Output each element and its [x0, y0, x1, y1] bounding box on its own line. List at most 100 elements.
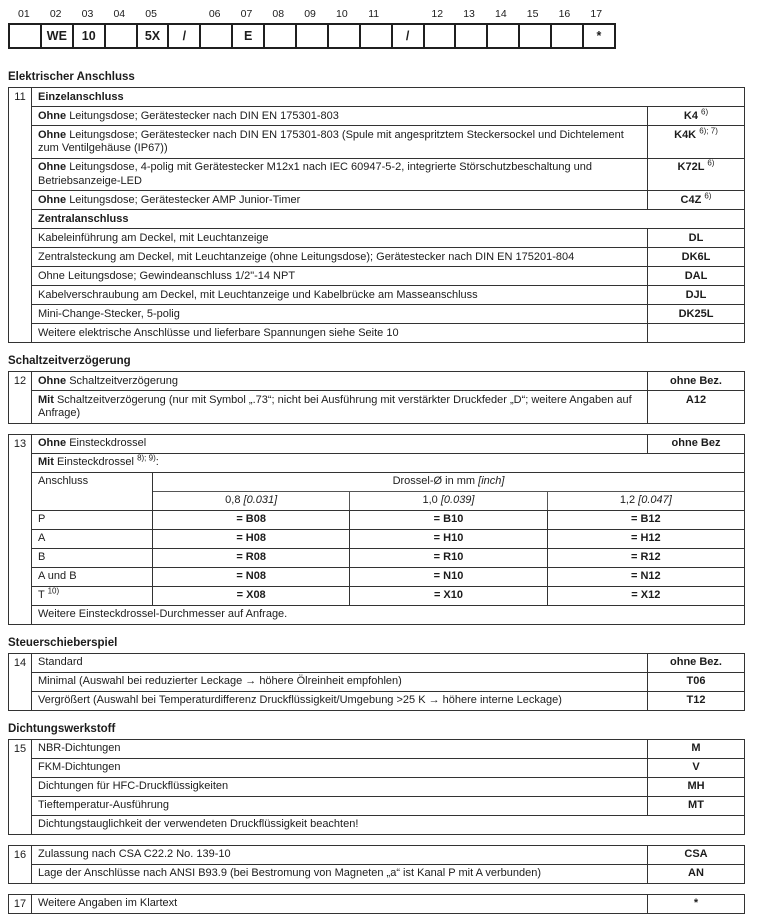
section: Steuerschieberspiel 14 Standard ohne Bez. Mi… — [8, 637, 745, 711]
group-subheader: Einzelanschluss — [32, 88, 744, 106]
grid-code-cell: / — [167, 25, 199, 47]
description-text: Einsteckdrossel — [69, 437, 147, 449]
description-text: Leitungsdose; Gerätestecker AMP Junior-T… — [69, 193, 301, 206]
description-prefix: Ohne — [38, 161, 67, 173]
description-text: Standard — [38, 656, 83, 668]
code-cell — [647, 324, 744, 342]
diameter-inch: [0.047] — [638, 494, 672, 506]
section: Elektrischer Anschluss 11 Einzelanschluss O… — [8, 71, 745, 343]
code-value: ohne Bez. — [670, 656, 722, 668]
code-value: DK6L — [681, 250, 711, 263]
grid-position-label: 04 — [113, 8, 126, 20]
table-row: Ohne Leitungsdose; Gewindeanschluss 1/2"… — [32, 266, 744, 285]
grid-position-label: 10 — [336, 8, 348, 20]
section-heading: Schaltzeitverzögerung — [8, 355, 131, 367]
grid-position-label: 14 — [495, 8, 507, 20]
grid-code-cell — [550, 25, 582, 47]
code-footnote-reference: 6) — [704, 190, 712, 200]
grid-code-cell — [518, 25, 550, 47]
port-name: A und B — [38, 570, 77, 582]
code-cell: CSA — [647, 845, 744, 864]
grid-position-label: 06 — [208, 8, 221, 20]
table-rows: Einzelanschluss Ohne Leitungsdose; Geräte… — [32, 88, 744, 342]
option-description: Ohne Einsteckdrossel — [32, 435, 647, 453]
code-cell: K4K 6); 7) — [647, 126, 744, 158]
grid-position-label: 03 — [81, 8, 94, 20]
description-text: Schaltzeitverzögerung (nur mit Symbol „.… — [38, 393, 632, 420]
diameter-mm: 0,8 — [225, 494, 241, 506]
option-description: Ohne Leitungsdose; Gerätestecker nach DI… — [32, 126, 647, 158]
description-tail: : — [155, 456, 159, 468]
description-text: Einzelanschluss — [38, 90, 124, 103]
table-row: Ohne Einsteckdrossel ohne Bez — [32, 434, 744, 453]
section-heading: Dichtungswerkstoff — [8, 722, 116, 735]
row-number: 11 — [9, 88, 32, 342]
diameter-inch: [0.039] — [440, 494, 475, 506]
code-value: DJL — [685, 288, 707, 301]
grid-position-label — [390, 8, 422, 23]
drossel-port-label: A — [32, 530, 152, 548]
description-text: Zentralsteckung am Deckel, mit Leuchtanz… — [38, 250, 575, 263]
code-value: K4 — [683, 109, 698, 122]
option-description: Minimal (Auswahl bei reduzierter Leckage… — [32, 673, 647, 691]
grid-position-label: 11 — [368, 8, 380, 20]
drossel-table: Anschluss Drossel-Ø in mm [inch] 0,8 [0.03… — [32, 471, 744, 605]
grid-position-label: 09 — [304, 8, 316, 20]
code-cell: DK6L — [647, 248, 744, 266]
port-name: P — [38, 513, 46, 525]
code-table: 14 Standard ohne Bez. Minimal (Auswahl bei … — [8, 652, 745, 711]
table-row: NBR-Dichtungen M — [32, 739, 744, 758]
option-description: Weitere elektrische Anschlüsse und liefe… — [32, 324, 647, 342]
table-rows: Zulassung nach CSA C22.2 No. 139-10 CSA La… — [32, 845, 744, 883]
grid-position-label: 07 — [240, 8, 253, 20]
code-cell: M — [647, 739, 744, 758]
description-prefix: Ohne — [38, 109, 67, 122]
table-row: Standard ohne Bez. — [32, 653, 744, 672]
description-text: FKM-Dichtungen — [38, 761, 121, 773]
grid-code-cell — [422, 25, 455, 47]
port-footnote-reference: 10) — [47, 586, 60, 596]
table-row: Weitere Angaben im Klartext * — [32, 894, 744, 913]
description-prefix: Mit — [38, 456, 54, 468]
table-row: Mit Einsteckdrossel 8); 9): — [32, 452, 744, 472]
code-value: MT — [688, 799, 704, 811]
grid-code-cell — [326, 25, 359, 47]
footnote-reference: 8); 9) — [137, 453, 156, 463]
table-row: Mini-Change-Stecker, 5-polig DK25L — [32, 304, 744, 323]
code-table: 11 Einzelanschluss Ohne Leitungsdose; Gerä… — [8, 87, 745, 343]
code-cell: ohne Bez. — [647, 372, 744, 390]
option-description: Tieftemperatur-Ausführung — [32, 797, 647, 815]
code-footnote-reference: 6) — [707, 158, 715, 168]
table-row: Einzelanschluss — [32, 88, 744, 106]
code-cell: AN — [647, 864, 744, 883]
order-code-grid: 01 02 03 04 05 06 07 08 09 10 11 12 13 14 15 16 17 WE 10 5… — [8, 8, 745, 49]
section-heading: Elektrischer Anschluss — [8, 71, 135, 83]
description-text: Leitungsdose; Gerätestecker nach DIN EN … — [69, 109, 339, 122]
grid-code-cell — [263, 25, 295, 47]
option-description: Zentralsteckung am Deckel, mit Leuchtanz… — [32, 248, 647, 266]
code-value: CSA — [684, 848, 708, 860]
span-header-unit: [inch] — [478, 475, 505, 487]
table-row: Ohne Leitungsdose, 4-polig mit Geräteste… — [32, 157, 744, 190]
table-rows: Ohne Schaltzeitverzögerung ohne Bez. Mit S… — [32, 372, 744, 423]
diameter-mm: 1,0 — [422, 494, 438, 506]
drossel-code-cell: = N10 — [349, 567, 546, 586]
option-description: Zulassung nach CSA C22.2 No. 139-10 — [32, 846, 647, 864]
drossel-port-label: A und B — [32, 568, 152, 586]
description-text: Schaltzeitverzögerung — [69, 374, 179, 387]
description-text: Weitere elektrische Anschlüsse und liefe… — [38, 326, 399, 339]
drossel-code-cell: = X10 — [349, 586, 546, 605]
description-text: Dichtungen für HFC-Druckflüssigkeiten — [38, 780, 229, 792]
option-description: Weitere Angaben im Klartext — [32, 895, 647, 913]
description-text: Kabelverschraubung am Deckel, mit Leucht… — [38, 288, 478, 301]
section: Dichtungswerkstoff 15 NBR-Dichtungen M FKM-D… — [8, 723, 745, 914]
diameter-mm: 1,2 — [619, 494, 636, 506]
section-heading: Steuerschieberspiel — [8, 636, 118, 649]
code-cell: MH — [647, 777, 744, 796]
table-row: Weitere Einsteckdrossel-Durchmesser auf … — [32, 604, 744, 624]
description-prefix: Ohne — [38, 437, 67, 449]
order-grid-labels: 01 02 03 04 05 06 07 08 09 10 11 12 13 14 15 16 17 — [8, 8, 612, 23]
description-text: Leitungsdose, 4-polig mit Gerätestecker … — [38, 161, 592, 187]
code-table: 17 Weitere Angaben im Klartext * — [8, 893, 745, 914]
code-cell: DAL — [647, 267, 744, 285]
